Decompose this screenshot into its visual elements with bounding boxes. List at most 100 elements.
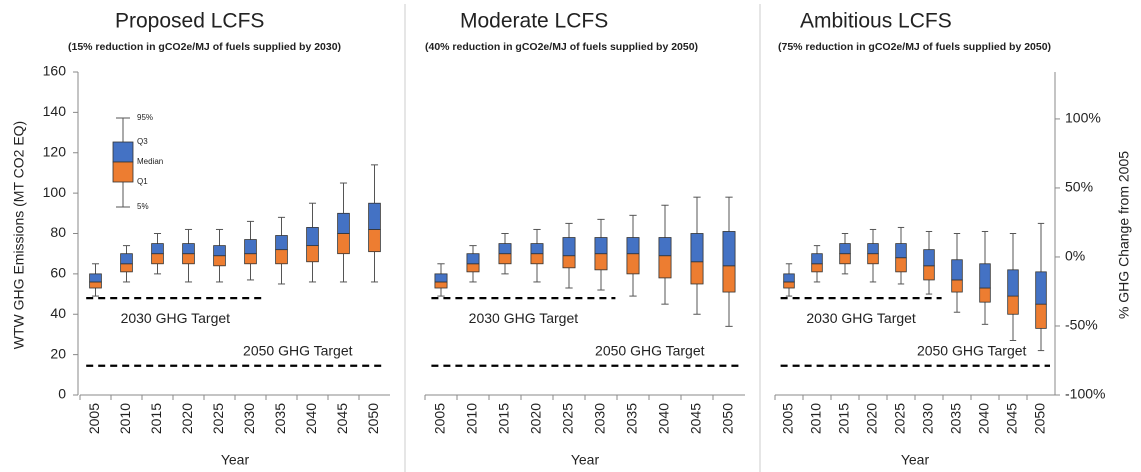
x-tick-label: 2020 [179, 403, 195, 434]
y-tick-label: 0 [58, 386, 66, 402]
y-tick-label: 120 [43, 143, 67, 159]
target-label: 2050 GHG Target [595, 342, 705, 358]
y2-tick-label: 50% [1065, 179, 1093, 195]
box-lower [839, 253, 851, 265]
panel-title: Moderate LCFS [460, 10, 608, 33]
x-tick-label: 2025 [892, 403, 908, 434]
legend-label: Q1 [137, 177, 148, 186]
x-tick-label: 2015 [836, 403, 852, 434]
box-lower [244, 253, 257, 265]
x-tick-label: 2035 [624, 403, 640, 434]
x-tick-label: 2030 [241, 403, 257, 434]
box-lower [1007, 295, 1019, 315]
box-lower [306, 245, 319, 263]
legend-label: Median [137, 157, 163, 166]
box-upper [690, 233, 704, 263]
box-upper [182, 243, 195, 255]
box-upper [895, 243, 907, 259]
y-tick-label: 80 [50, 224, 66, 240]
y2-tick-label: -100% [1065, 386, 1105, 402]
y2-tick-label: 0% [1065, 248, 1085, 264]
box-upper [275, 235, 288, 251]
box-upper [867, 243, 879, 255]
x-axis-label: Year [901, 452, 930, 468]
box-upper [89, 273, 102, 283]
box-upper [337, 212, 350, 234]
box-upper [722, 231, 736, 267]
box-upper [1007, 269, 1019, 297]
y2-axis-label: % GHG Change from 2005 [1116, 151, 1132, 319]
box-upper [530, 243, 544, 255]
box-lower [434, 281, 448, 289]
box-lower [1035, 303, 1047, 329]
box-lower [658, 255, 672, 279]
legend-upper [112, 141, 134, 163]
x-tick-label: 2005 [780, 403, 796, 434]
y-tick-label: 40 [50, 305, 66, 321]
box-lower [89, 281, 102, 289]
target-label: 2030 GHG Target [469, 310, 579, 326]
x-tick-label: 2035 [948, 403, 964, 434]
x-axis-label: Year [221, 452, 250, 468]
box-lower [275, 249, 288, 265]
panel-subtitle: (15% reduction in gCO2e/MJ of fuels supp… [68, 41, 341, 53]
box-upper [213, 245, 226, 257]
box-lower [182, 253, 195, 265]
box-lower [530, 253, 544, 265]
box-lower [867, 253, 879, 265]
box-upper [498, 243, 512, 255]
box-lower [213, 255, 226, 267]
x-tick-label: 2005 [86, 403, 102, 434]
box-upper [594, 237, 608, 255]
target-label: 2030 GHG Target [806, 310, 916, 326]
box-upper [951, 259, 963, 281]
box-lower [337, 233, 350, 255]
y-tick-label: 140 [43, 103, 67, 119]
panel-title: Ambitious LCFS [800, 10, 952, 33]
box-upper [434, 273, 448, 283]
x-tick-label: 2040 [303, 403, 319, 434]
box-lower [690, 261, 704, 285]
x-tick-label: 2030 [920, 403, 936, 434]
legend-label: 95% [137, 113, 153, 122]
box-upper [151, 243, 164, 255]
box-lower [466, 263, 480, 273]
box-upper [306, 227, 319, 247]
box-upper [1035, 271, 1047, 305]
y-axis-label: WTW GHG Emissions (MT CO2 EQ) [11, 121, 27, 349]
box-lower [498, 253, 512, 265]
box-lower [594, 253, 608, 271]
box-lower [951, 279, 963, 293]
box-upper [811, 253, 823, 265]
panel-subtitle: (75% reduction in gCO2e/MJ of fuels supp… [778, 41, 1051, 53]
panel-title: Proposed LCFS [115, 10, 264, 33]
x-tick-label: 2050 [720, 403, 736, 434]
x-tick-label: 2035 [272, 403, 288, 434]
box-upper [120, 253, 133, 265]
box-upper [626, 237, 640, 255]
y-tick-label: 60 [50, 265, 66, 281]
box-lower [722, 265, 736, 293]
box-lower [562, 255, 576, 269]
box-upper [979, 263, 991, 289]
x-tick-label: 2025 [560, 403, 576, 434]
box-lower [895, 257, 907, 273]
x-tick-label: 2045 [688, 403, 704, 434]
x-tick-label: 2040 [656, 403, 672, 434]
x-tick-label: 2030 [592, 403, 608, 434]
box-upper [562, 237, 576, 257]
box-upper [839, 243, 851, 255]
box-lower [811, 263, 823, 273]
panel-subtitle: (40% reduction in gCO2e/MJ of fuels supp… [425, 41, 698, 53]
x-tick-label: 2020 [864, 403, 880, 434]
box-lower [979, 287, 991, 303]
legend-label: 5% [137, 202, 149, 211]
x-tick-label: 2020 [528, 403, 544, 434]
box-lower [923, 265, 935, 281]
box-upper [783, 273, 795, 283]
y-tick-label: 100 [43, 184, 67, 200]
x-tick-label: 2005 [432, 403, 448, 434]
x-axis-label: Year [571, 452, 600, 468]
target-label: 2050 GHG Target [917, 342, 1027, 358]
